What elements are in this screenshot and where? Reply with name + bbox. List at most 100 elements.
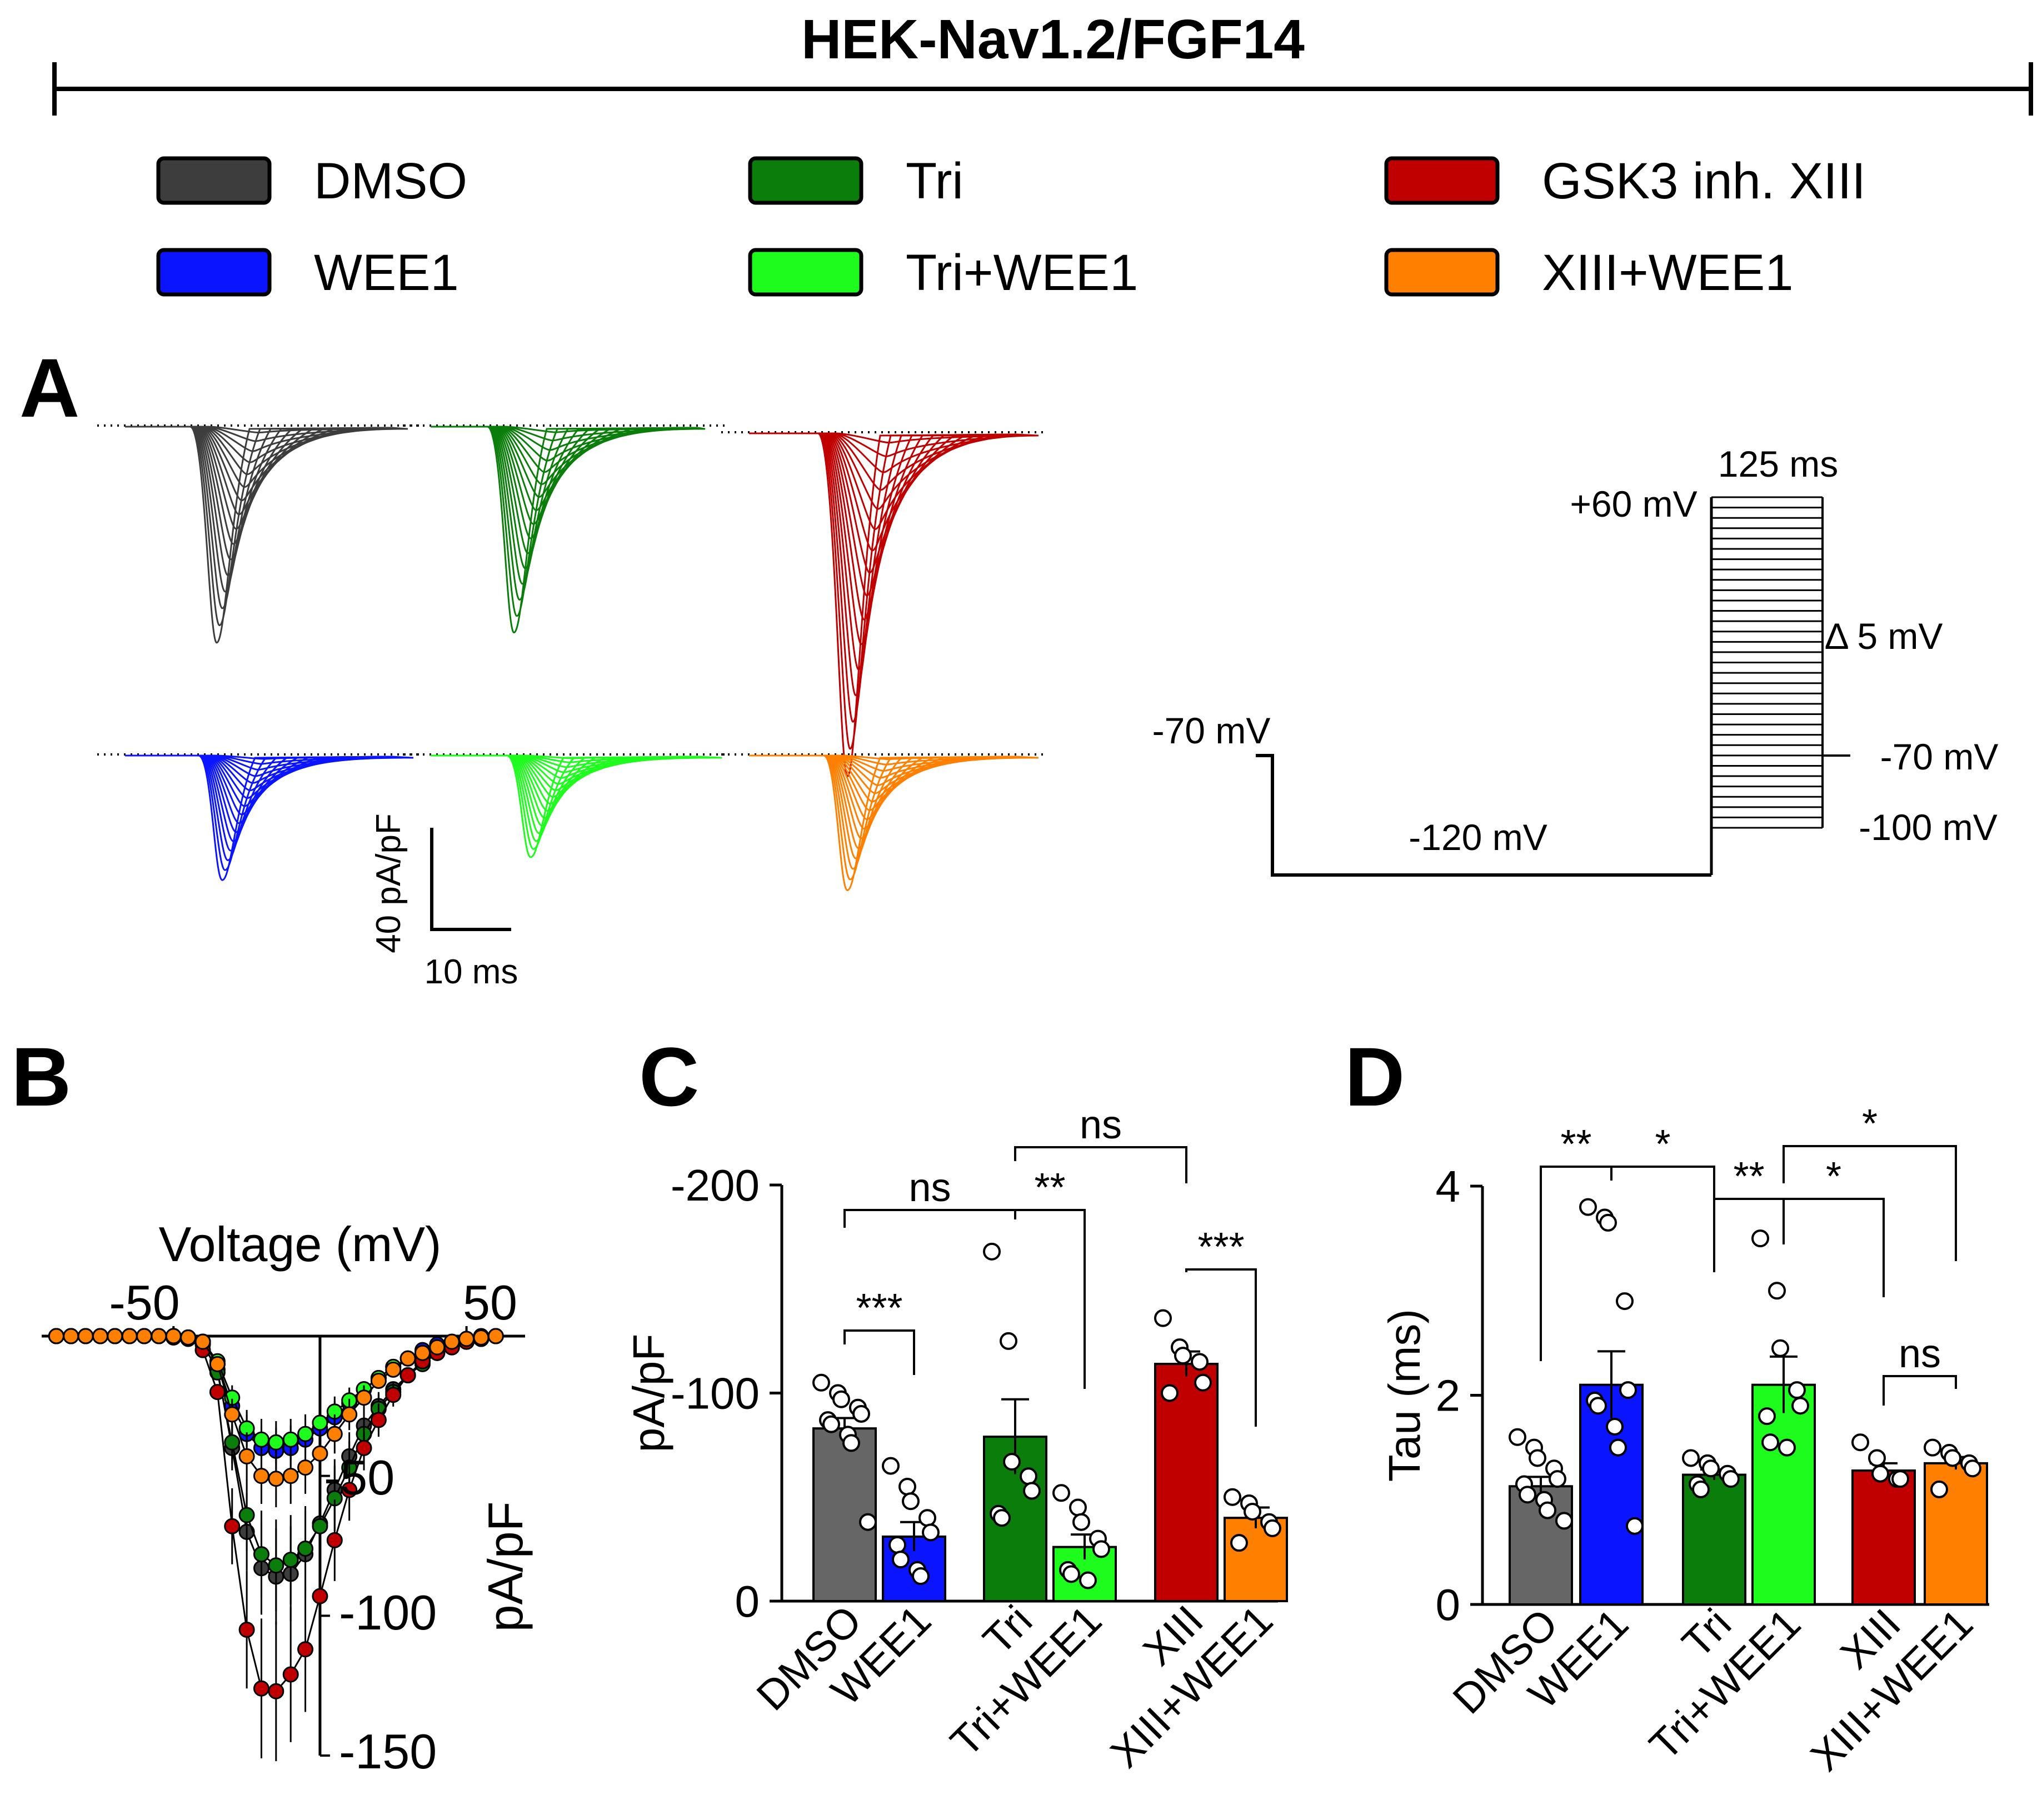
legend-label-gsk3-inh-xiii: GSK3 inh. XIII <box>1542 153 1866 209</box>
tau-sig-label-3: * <box>1826 1154 1841 1199</box>
iv-point-gsk3-inh-xiii-22 <box>370 1412 387 1428</box>
tau-sig-label-4: * <box>1862 1102 1878 1146</box>
legend-swatch-dmso <box>156 156 272 205</box>
iv-point-gsk3-inh-xiii-16 <box>282 1666 299 1683</box>
current-sig-bracket-2 <box>1014 1209 1086 1389</box>
current-point-dmso-6 <box>822 1415 840 1433</box>
iv-point-gsk3-inh-xiii-24 <box>400 1367 416 1383</box>
trace-dmso-6 <box>125 426 392 502</box>
iv-point-xiii-wee1-28 <box>458 1331 475 1347</box>
trace-tri-wee1-13 <box>431 754 698 842</box>
current-point-tri-wee1-2 <box>1072 1513 1090 1531</box>
iv-point-xiii-wee1-18 <box>312 1445 328 1462</box>
iv-point-xiii-wee1-17 <box>297 1459 314 1476</box>
panel-letter-a: A <box>19 341 79 434</box>
tau-point-wee1-9 <box>1626 1517 1644 1535</box>
tau-point-xiii-wee1-2 <box>1944 1449 1961 1467</box>
iv-plot: Voltage (mV) pA/pF -50 50 -50 -100 -150 <box>42 1217 533 1779</box>
legend-label-dmso: DMSO <box>314 153 467 209</box>
iv-point-xiii-wee1-9 <box>180 1329 197 1346</box>
trace-xiii-wee1-13 <box>749 754 1016 870</box>
iv-point-xiii-wee1-1 <box>63 1328 79 1344</box>
legend: DMSO WEE1 Tri Tri+WEE1 GSK3 inh. XIII XIII+WE… <box>156 153 1866 301</box>
tau-sig-label-2: ** <box>1733 1154 1764 1199</box>
trace-dmso-2 <box>125 426 392 452</box>
current-point-dmso-0 <box>812 1373 830 1392</box>
trace-tri-12 <box>431 426 698 585</box>
trace-dmso-15 <box>125 426 392 644</box>
current-sig-bracket-0 <box>843 1329 915 1375</box>
trace-tri-2 <box>431 426 698 451</box>
iv-ytick-neg150: -150 <box>339 1724 437 1779</box>
trace-group-tri <box>403 424 725 634</box>
tau-sig-label-0: ** <box>1560 1122 1591 1167</box>
iv-point-xiii-wee1-21 <box>356 1389 372 1406</box>
iv-point-tri-wee1-16 <box>282 1431 299 1448</box>
tau-point-tri-wee1-7 <box>1778 1438 1796 1457</box>
panel-letter-d: D <box>1345 1030 1405 1123</box>
current-point-dmso-4 <box>852 1404 870 1423</box>
iv-point-tri-17 <box>297 1541 314 1557</box>
tau-point-dmso-2 <box>1529 1449 1546 1467</box>
tau-bar-tri <box>1682 1473 1746 1606</box>
trace-group-dmso <box>97 424 420 644</box>
trace-xiii-wee1-14 <box>749 754 1016 881</box>
tau-ytick-label-1: 2 <box>1436 1371 1461 1421</box>
legend-swatch-tri <box>748 156 863 205</box>
trace-xiii-wee1-12 <box>749 754 1016 859</box>
tau-sig-label-1: * <box>1655 1122 1670 1167</box>
iv-ytick-neg100: -100 <box>339 1585 437 1640</box>
iv-point-xiii-wee1-27 <box>443 1333 460 1350</box>
tau-ylabel: Tau (ms) <box>1380 1309 1429 1482</box>
trace-dmso-13 <box>125 426 392 609</box>
iv-point-xiii-wee1-16 <box>282 1468 299 1484</box>
current-sig-label-1: ns <box>908 1166 951 1210</box>
iv-point-xiii-wee1-20 <box>341 1406 358 1423</box>
iv-point-gsk3-inh-xiii-14 <box>253 1680 269 1697</box>
tau-sig-bracket-5 <box>1883 1375 1957 1406</box>
legend-swatch-gsk3-inh-xiii <box>1384 156 1500 205</box>
scale-bar-current-label: 40 pA/pF <box>370 813 408 953</box>
iv-point-xiii-wee1-24 <box>400 1350 416 1367</box>
tau-ytick-label-2: 0 <box>1436 1580 1461 1629</box>
current-sig-label-3: ns <box>1080 1103 1122 1147</box>
iv-point-tri-13 <box>238 1507 255 1523</box>
trace-gsk3-inh-xiii-14 <box>749 432 1016 750</box>
current-ytick-label-2: 0 <box>735 1577 760 1626</box>
tau-point-tri-0 <box>1682 1449 1700 1467</box>
legend-swatch-wee1 <box>156 248 272 297</box>
tau-point-tri-wee1-1 <box>1768 1282 1786 1300</box>
current-point-tri-3 <box>1020 1467 1037 1486</box>
protocol-increment-label: Δ 5 mV <box>1825 616 1943 657</box>
trace-xiii-wee1-15 <box>749 754 1016 891</box>
iv-point-gsk3-inh-xiii-12 <box>224 1518 241 1534</box>
protocol-holding-label: -70 mV <box>1152 710 1271 751</box>
iv-point-tri-16 <box>282 1552 299 1568</box>
current-point-xiii-4 <box>1194 1373 1212 1392</box>
tau-point-wee1-8 <box>1609 1438 1627 1457</box>
iv-point-tri-wee1-17 <box>297 1426 314 1442</box>
tau-bar-xiii <box>1851 1469 1916 1606</box>
iv-point-xiii-wee1-30 <box>487 1328 504 1344</box>
figure-title: HEK-Nav1.2/FGF14 <box>801 8 1305 71</box>
trace-tri-8 <box>431 426 698 525</box>
tau-point-wee1-7 <box>1606 1417 1624 1436</box>
iv-point-gsk3-inh-xiii-17 <box>297 1641 314 1658</box>
trace-dmso-10 <box>125 426 392 561</box>
current-point-wee1-1 <box>898 1478 916 1496</box>
current-point-tri-wee1-6 <box>1062 1565 1080 1583</box>
current-sig-bracket-3 <box>1014 1146 1187 1183</box>
iv-point-gsk3-inh-xiii-11 <box>209 1384 226 1401</box>
current-point-tri-wee1-1 <box>1069 1498 1087 1517</box>
trace-xiii-wee1-9 <box>749 754 1016 830</box>
iv-point-xiii-wee1-3 <box>92 1328 108 1344</box>
iv-point-tri-wee1-15 <box>268 1434 284 1451</box>
iv-point-gsk3-inh-xiii-18 <box>312 1588 328 1604</box>
protocol-step-mid-label: -70 mV <box>1880 736 1999 777</box>
trace-gsk3-inh-xiii-12 <box>749 432 1016 697</box>
tau-point-wee1-6 <box>1589 1397 1607 1415</box>
current-point-tri-wee1-0 <box>1052 1484 1070 1502</box>
trace-gsk3-inh-xiii-1 <box>749 432 1029 457</box>
scale-bar-time-label: 10 ms <box>425 953 518 991</box>
tau-point-wee1-4 <box>1619 1381 1637 1399</box>
